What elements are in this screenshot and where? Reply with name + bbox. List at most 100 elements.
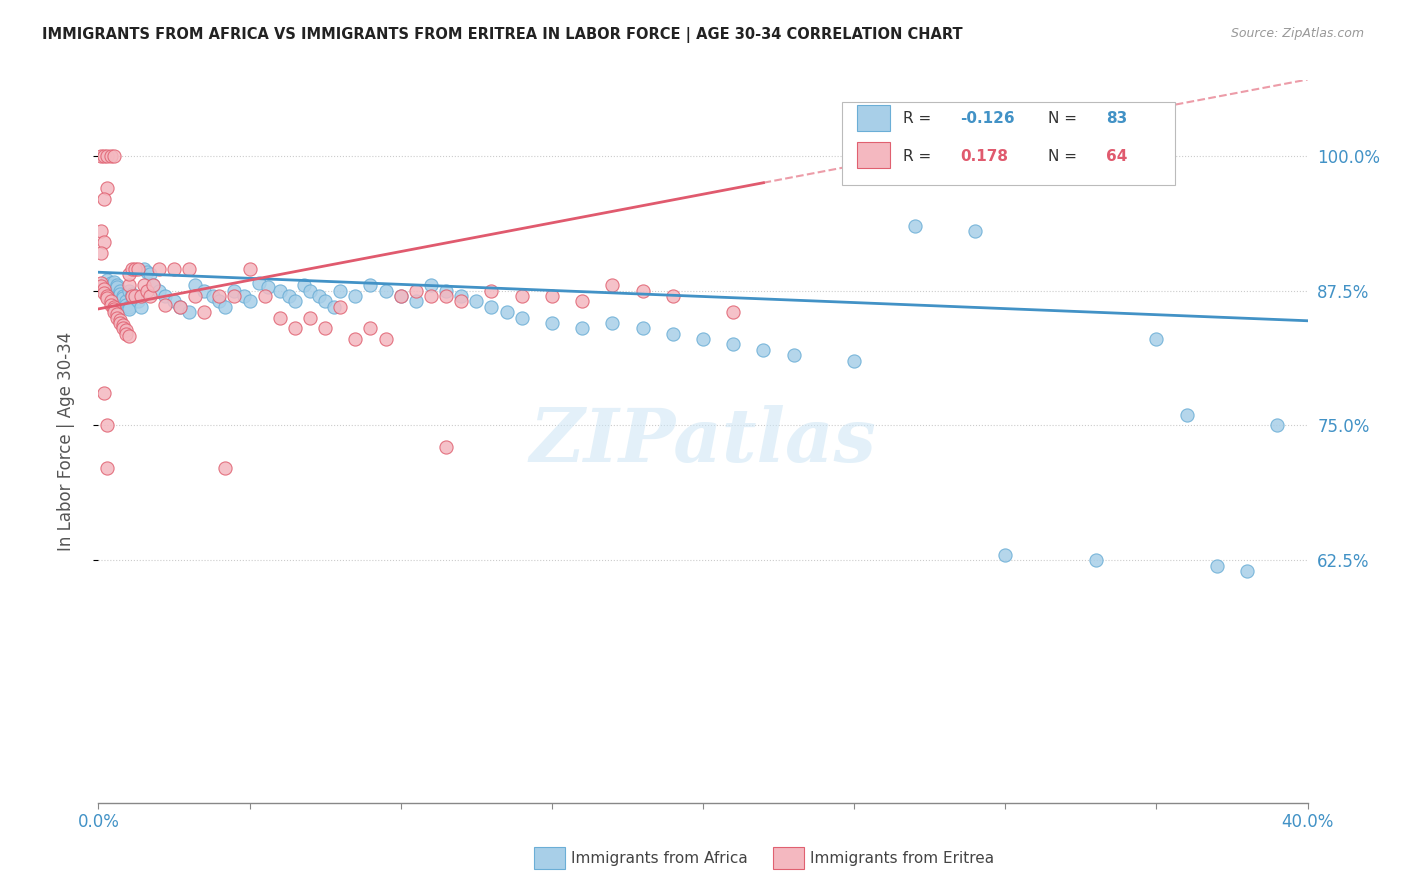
Point [103,149,125,163]
Point [269,284,291,298]
Point [752,343,775,357]
Point [299,284,322,298]
Point [450,294,472,309]
Bar [842,102,1174,185]
Point [93,149,115,163]
Point [269,310,291,325]
Point [202,289,225,303]
Point [723,305,745,319]
Point [163,262,186,277]
Point [224,284,246,298]
Point [184,278,207,293]
Point [135,284,157,298]
Point [844,353,866,368]
Point [103,275,125,289]
Point [127,262,149,277]
Point [208,289,231,303]
Point [329,284,352,298]
Point [389,289,412,303]
Point [277,289,299,303]
Point [602,278,624,293]
Point [540,289,562,303]
Point [344,289,367,303]
Point [224,289,246,303]
Point [142,278,165,293]
Point [90,279,112,293]
Point [105,278,128,293]
Text: N =: N = [1047,149,1081,163]
Point [232,289,254,303]
Text: N =: N = [1047,112,1081,126]
Point [239,262,262,277]
Point [135,265,157,279]
Point [314,321,336,335]
Point [132,278,155,293]
Point [118,300,141,314]
Point [308,289,330,303]
Y-axis label: In Labor Force | Age 30-34: In Labor Force | Age 30-34 [56,332,75,551]
Point [118,278,141,293]
Point [129,289,152,303]
Point [1085,553,1108,567]
Point [344,332,367,346]
Point [284,294,307,309]
Point [179,262,201,277]
Point [420,278,443,293]
Point [96,461,118,475]
Point [100,149,122,163]
Point [132,262,155,277]
Point [1175,408,1198,422]
Point [103,305,125,319]
Point [193,305,215,319]
Point [121,289,143,303]
Point [111,321,134,335]
Point [118,301,141,316]
Point [96,149,118,163]
Point [602,316,624,330]
Point [93,278,115,293]
Point [465,294,488,309]
Point [127,294,149,309]
Point [100,294,122,309]
Point [631,284,654,298]
Point [90,224,112,238]
Point [142,278,165,293]
Point [571,294,593,309]
Point [405,294,427,309]
Point [495,305,517,319]
Point [111,291,134,305]
Point [139,268,162,282]
Point [253,289,276,303]
Point [96,273,118,287]
Point [1206,558,1229,573]
Point [360,321,382,335]
Point [124,291,146,305]
Point [103,301,125,316]
Point [105,310,128,325]
Point [114,326,136,341]
Point [108,316,131,330]
Point [93,283,115,297]
Point [153,297,176,311]
Point [481,300,503,314]
Point [661,326,683,341]
Point [139,289,162,303]
Point [169,300,191,314]
Point [329,300,352,314]
Point [214,461,236,475]
Point [256,280,278,294]
Point [124,289,146,303]
Point [103,300,125,314]
Point [510,310,533,325]
Point [571,321,593,335]
Text: 64: 64 [1105,149,1128,163]
Point [93,235,115,249]
Point [108,286,131,301]
Text: Immigrants from Eritrea: Immigrants from Eritrea [810,851,994,865]
Point [374,284,396,298]
Point [90,149,112,163]
Point [100,276,122,290]
Point [510,289,533,303]
Point [124,262,146,277]
Point [121,262,143,277]
